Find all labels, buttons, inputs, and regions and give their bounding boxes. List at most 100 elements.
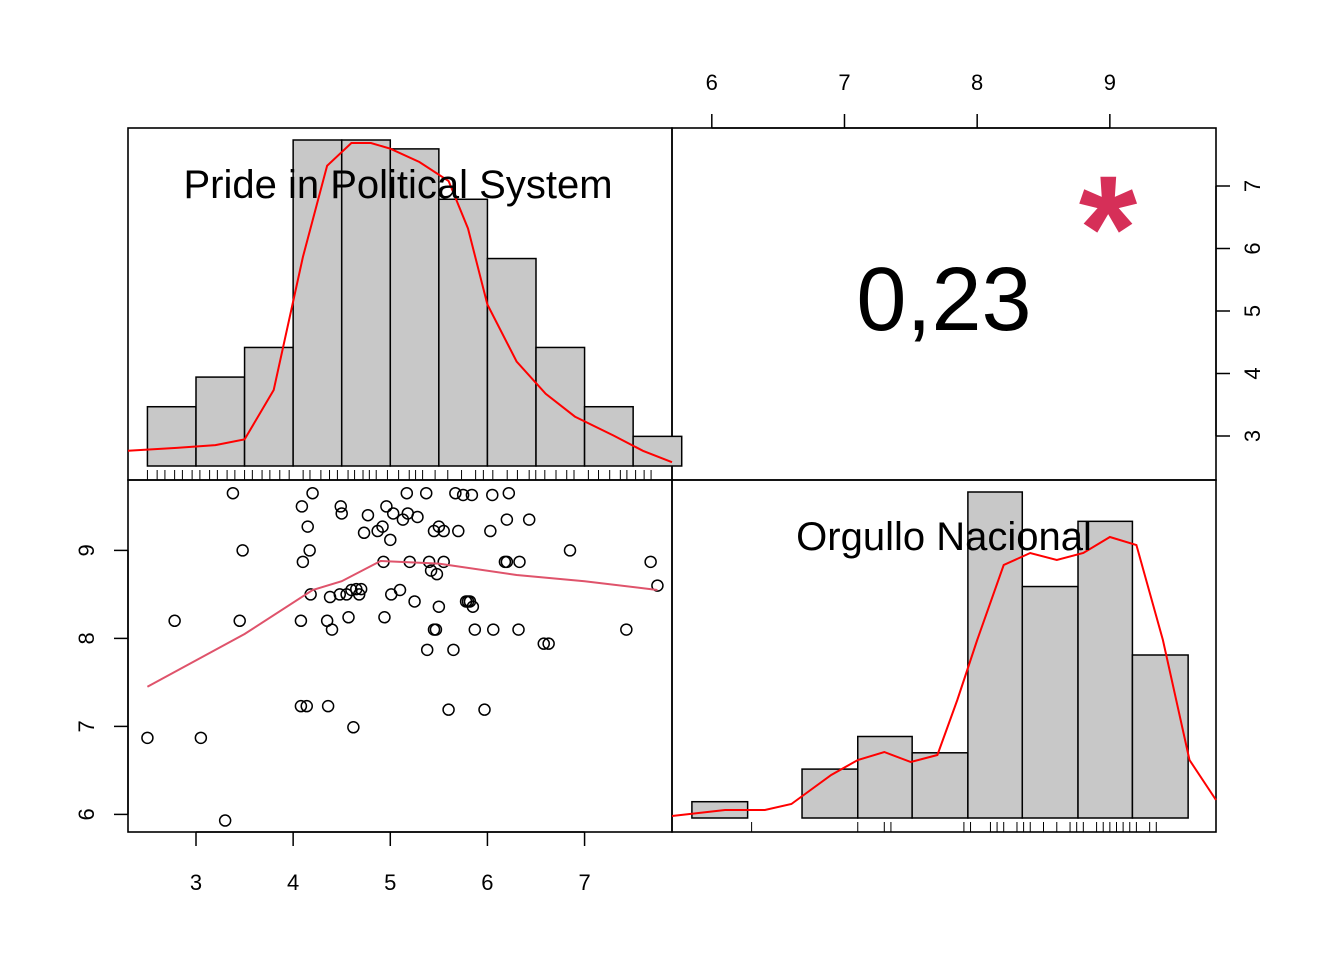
scatter-point bbox=[334, 500, 347, 513]
smooth-line bbox=[146, 559, 658, 688]
scatter-point bbox=[386, 507, 400, 520]
histogram-bar-9 bbox=[1131, 654, 1189, 819]
scatter-point bbox=[442, 703, 455, 716]
scatter-point bbox=[333, 588, 347, 601]
panel-bottom-left-frame bbox=[127, 479, 673, 833]
scatter-point bbox=[420, 643, 434, 657]
bottom-axis-tick-label: 6 bbox=[481, 870, 493, 895]
scatter-point bbox=[500, 513, 514, 526]
scatter-point bbox=[347, 721, 360, 734]
scatter-point bbox=[294, 699, 308, 713]
scatter-point bbox=[644, 555, 657, 569]
scatter-point bbox=[522, 513, 536, 526]
density-curve bbox=[671, 535, 1217, 817]
density-curve bbox=[127, 142, 673, 464]
scatter-point bbox=[301, 520, 314, 533]
scatter-point bbox=[422, 555, 436, 569]
right-axis-tick-label: 3 bbox=[1240, 430, 1265, 442]
scatter-point bbox=[466, 600, 480, 613]
scatter-point bbox=[303, 544, 316, 557]
scatter-point bbox=[478, 703, 491, 716]
scatter-point bbox=[620, 623, 633, 636]
histogram-pride-political-system bbox=[127, 139, 683, 480]
histogram-bar-7 bbox=[1021, 585, 1079, 819]
scatter-point bbox=[300, 699, 313, 713]
top-axis-tick-label: 6 bbox=[706, 70, 718, 95]
significance-star: * bbox=[1079, 144, 1138, 312]
histogram-bar-4 bbox=[857, 735, 913, 819]
label-pride-political-system: Pride in Political System bbox=[183, 163, 612, 207]
scatter-point bbox=[452, 524, 465, 538]
scatter-point bbox=[294, 614, 308, 628]
scatter-point bbox=[411, 510, 424, 524]
scatter-point bbox=[468, 623, 482, 636]
bottom-axis-tick-label: 4 bbox=[287, 870, 299, 895]
histogram-bar-9 bbox=[535, 346, 586, 467]
histogram-bar-1 bbox=[146, 405, 197, 467]
scatter-point bbox=[384, 533, 397, 547]
correlation-value: 0,23 bbox=[856, 250, 1031, 350]
scatter-point bbox=[354, 582, 368, 596]
scatter-point bbox=[651, 579, 664, 592]
bottom-axis-tick-label: 7 bbox=[578, 870, 590, 895]
histogram-bar-5 bbox=[340, 139, 392, 467]
histogram-bar-10 bbox=[583, 405, 634, 467]
histogram-bar-7 bbox=[438, 198, 489, 467]
scatter-point bbox=[542, 637, 555, 650]
scatter-point bbox=[393, 583, 407, 597]
scatter-point bbox=[537, 637, 551, 650]
scatter-point bbox=[236, 544, 249, 557]
scatter-point bbox=[400, 486, 414, 500]
scatter-point bbox=[376, 520, 389, 533]
scatter-point bbox=[432, 600, 446, 613]
right-axis-tick-label: 4 bbox=[1240, 367, 1265, 379]
scatter-point bbox=[226, 486, 240, 500]
scatter-point bbox=[380, 500, 393, 513]
bottom-axis-tick-label: 3 bbox=[190, 870, 202, 895]
histogram-bar-5 bbox=[911, 752, 969, 819]
label-orgullo-nacional: Orgullo Nacional bbox=[796, 515, 1092, 559]
histogram-bar-3 bbox=[801, 768, 859, 819]
scatter-point bbox=[500, 555, 514, 569]
scatter-point bbox=[342, 611, 355, 624]
right-axis-tick-label: 7 bbox=[1240, 180, 1265, 192]
scatter-point bbox=[325, 623, 339, 636]
scatter-point bbox=[378, 611, 391, 624]
scatter-point bbox=[486, 488, 499, 502]
scatter-point bbox=[296, 555, 310, 569]
scatter-point bbox=[194, 731, 208, 745]
top-axis-tick-label: 7 bbox=[838, 70, 850, 95]
scatter-point bbox=[429, 623, 443, 636]
scatter-point bbox=[465, 488, 479, 502]
scatter-point bbox=[295, 500, 309, 513]
scatter-point bbox=[306, 486, 319, 500]
histogram-bar-6 bbox=[389, 148, 440, 467]
histogram-bar-8 bbox=[486, 257, 537, 467]
scatter-point bbox=[335, 507, 348, 520]
bottom-axis-tick-label: 5 bbox=[384, 870, 396, 895]
scatter-point bbox=[408, 595, 421, 608]
scatter-point bbox=[361, 508, 375, 522]
scatter-point bbox=[449, 486, 462, 500]
scatter-point bbox=[447, 643, 460, 657]
histogram-orgullo-nacional bbox=[671, 491, 1217, 832]
histogram-bar-8 bbox=[1077, 520, 1134, 819]
scatter-point bbox=[233, 614, 246, 628]
scatter-point bbox=[487, 623, 500, 636]
scatter-point bbox=[563, 544, 577, 557]
histogram-bar-2 bbox=[195, 376, 246, 467]
scatter-point bbox=[357, 526, 371, 540]
left-axis-tick-label: 8 bbox=[74, 632, 99, 644]
histogram-bar-11 bbox=[632, 435, 683, 467]
scatter-point bbox=[168, 614, 181, 628]
scatter-point bbox=[218, 814, 232, 827]
scatter-point bbox=[419, 486, 433, 500]
left-axis-tick-label: 6 bbox=[74, 808, 99, 820]
scatter-point bbox=[321, 699, 335, 713]
histogram-bar-3 bbox=[243, 346, 294, 467]
top-axis-tick-label: 9 bbox=[1104, 70, 1116, 95]
scatter-point bbox=[141, 731, 154, 745]
scatter-point bbox=[484, 524, 497, 538]
scatter-point bbox=[502, 486, 516, 500]
